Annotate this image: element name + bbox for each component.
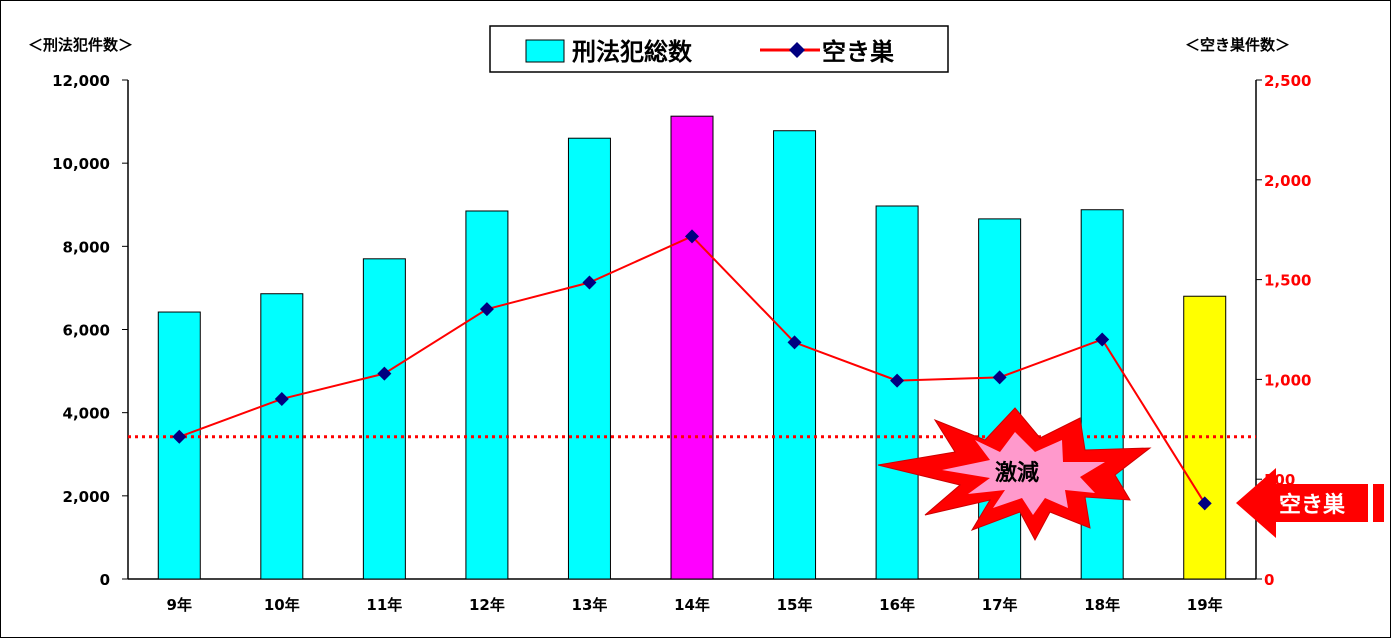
- burglary-point: [890, 373, 905, 388]
- left-axis-tick-label: 4,000: [63, 405, 110, 423]
- right-axis-tick-label: 1,000: [1264, 371, 1311, 389]
- x-axis-tick-label: 18年: [1084, 596, 1120, 614]
- left-axis-tick-label: 0: [100, 571, 110, 589]
- bar: [567, 137, 611, 580]
- arrow-tail-bar-2: [1378, 484, 1384, 522]
- burglary-point: [1095, 332, 1110, 347]
- sharp-drop-callout: 激減: [877, 407, 1152, 542]
- sharp-drop-label: 激減: [995, 460, 1039, 486]
- legend-bar-label: 刑法犯総数: [572, 38, 693, 66]
- burglary-point: [582, 275, 597, 290]
- legend-line-marker: [789, 42, 805, 58]
- bar: [157, 311, 201, 580]
- x-axis-tick-label: 11年: [366, 596, 402, 614]
- burglary-arrow-callout: 空き巣: [1236, 468, 1384, 538]
- burglary-point: [787, 335, 802, 350]
- bar: [1183, 295, 1227, 580]
- burglary-point: [479, 302, 494, 317]
- burglary-point: [377, 366, 392, 381]
- right-axis-tick-label: 2,500: [1264, 72, 1311, 90]
- right-axis-title: ＜空き巣件数＞: [1185, 36, 1290, 54]
- x-axis-tick-label: 15年: [777, 596, 813, 614]
- burglary-point: [274, 391, 289, 406]
- right-axis-tick-label: 2,000: [1264, 172, 1311, 190]
- right-axis-tick-label: 1,500: [1264, 272, 1311, 290]
- legend: 刑法犯総数 空き巣: [489, 25, 949, 73]
- bar: [773, 130, 817, 580]
- left-axis-tick-label: 2,000: [63, 488, 110, 506]
- legend-box: [489, 25, 949, 73]
- arrow-label: 空き巣: [1279, 492, 1346, 518]
- burglary-point: [992, 370, 1007, 385]
- x-axis-tick-label: 13年: [572, 596, 608, 614]
- arrow-tail-bar-1: [1368, 484, 1373, 522]
- legend-bar-swatch: [525, 39, 565, 63]
- burglary-point: [685, 229, 699, 244]
- right-axis-tick-label: 0: [1264, 571, 1274, 589]
- bar: [362, 258, 406, 580]
- x-axis-tick-label: 12年: [469, 596, 505, 614]
- left-axis-tick-label: 10,000: [52, 155, 110, 173]
- x-axis-tick-label: 14年: [674, 596, 710, 614]
- bar: [260, 293, 304, 580]
- bar: [875, 205, 919, 580]
- burglary-point: [172, 429, 187, 444]
- explosion-inner: [942, 432, 1105, 515]
- x-axis-tick-label: 16年: [879, 596, 915, 614]
- burglary-point: [1197, 496, 1212, 511]
- x-axis-tick-label: 9年: [167, 596, 192, 614]
- bar: [670, 115, 714, 580]
- x-axis-tick-label: 10年: [264, 596, 300, 614]
- bar: [465, 210, 509, 580]
- arrow-shape: [1236, 468, 1380, 538]
- plot-area: 02,0004,0006,0008,00010,00012,00005001,0…: [52, 72, 1311, 614]
- left-axis-tick-label: 8,000: [63, 238, 110, 256]
- left-axis-tick-label: 6,000: [63, 322, 110, 340]
- x-axis-tick-label: 17年: [982, 596, 1018, 614]
- left-axis-tick-label: 12,000: [52, 72, 110, 90]
- legend-line-label: 空き巣: [822, 38, 895, 66]
- left-axis-title: ＜刑法犯件数＞: [28, 36, 133, 54]
- x-axis-tick-label: 19年: [1187, 596, 1223, 614]
